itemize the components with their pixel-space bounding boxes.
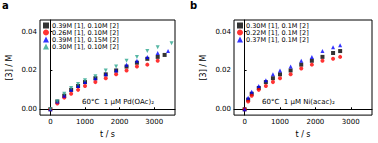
- svg-text:0.02: 0.02: [215, 66, 231, 74]
- svg-text:0: 0: [242, 118, 246, 126]
- svg-text:60°C 1 μM Pd(OAc)₂: 60°C 1 μM Pd(OAc)₂: [82, 98, 154, 106]
- svg-text:1000: 1000: [271, 118, 289, 126]
- svg-text:0: 0: [48, 118, 52, 126]
- svg-text:60°C 1 μM Ni(acac)₂: 60°C 1 μM Ni(acac)₂: [262, 98, 335, 106]
- svg-text:t / s: t / s: [100, 130, 115, 139]
- svg-text:0.30M [1], 0.1M [2]: 0.30M [1], 0.1M [2]: [246, 21, 309, 30]
- svg-text:0.37M [1], 0.1M [2]: 0.37M [1], 0.1M [2]: [246, 36, 309, 44]
- svg-text:3000: 3000: [342, 118, 360, 126]
- svg-text:0.39M [1], 0.10M [2]: 0.39M [1], 0.10M [2]: [52, 21, 119, 30]
- svg-text:b: b: [190, 0, 197, 11]
- svg-text:2000: 2000: [306, 118, 324, 126]
- svg-text:0.00: 0.00: [215, 105, 231, 113]
- svg-text:2000: 2000: [111, 118, 129, 126]
- svg-text:[3] / M: [3] / M: [5, 54, 14, 80]
- svg-text:3000: 3000: [145, 118, 163, 126]
- svg-text:0.22M [1], 0.1M [2]: 0.22M [1], 0.1M [2]: [246, 28, 309, 37]
- svg-text:t / s: t / s: [295, 130, 310, 139]
- svg-text:a: a: [2, 0, 9, 11]
- svg-text:0.04: 0.04: [215, 28, 231, 36]
- svg-text:0.26M [1], 0.10M [2]: 0.26M [1], 0.10M [2]: [52, 28, 119, 37]
- svg-text:0.02: 0.02: [21, 66, 37, 74]
- svg-text:0.00: 0.00: [21, 105, 37, 113]
- svg-text:0.39M [1], 0.15M [2]: 0.39M [1], 0.15M [2]: [52, 35, 119, 44]
- svg-text:[3] / M: [3] / M: [199, 54, 208, 80]
- svg-text:1000: 1000: [76, 118, 94, 126]
- svg-text:0.04: 0.04: [21, 28, 37, 36]
- svg-text:0.30M [1], 0.10M [2]: 0.30M [1], 0.10M [2]: [52, 43, 119, 51]
